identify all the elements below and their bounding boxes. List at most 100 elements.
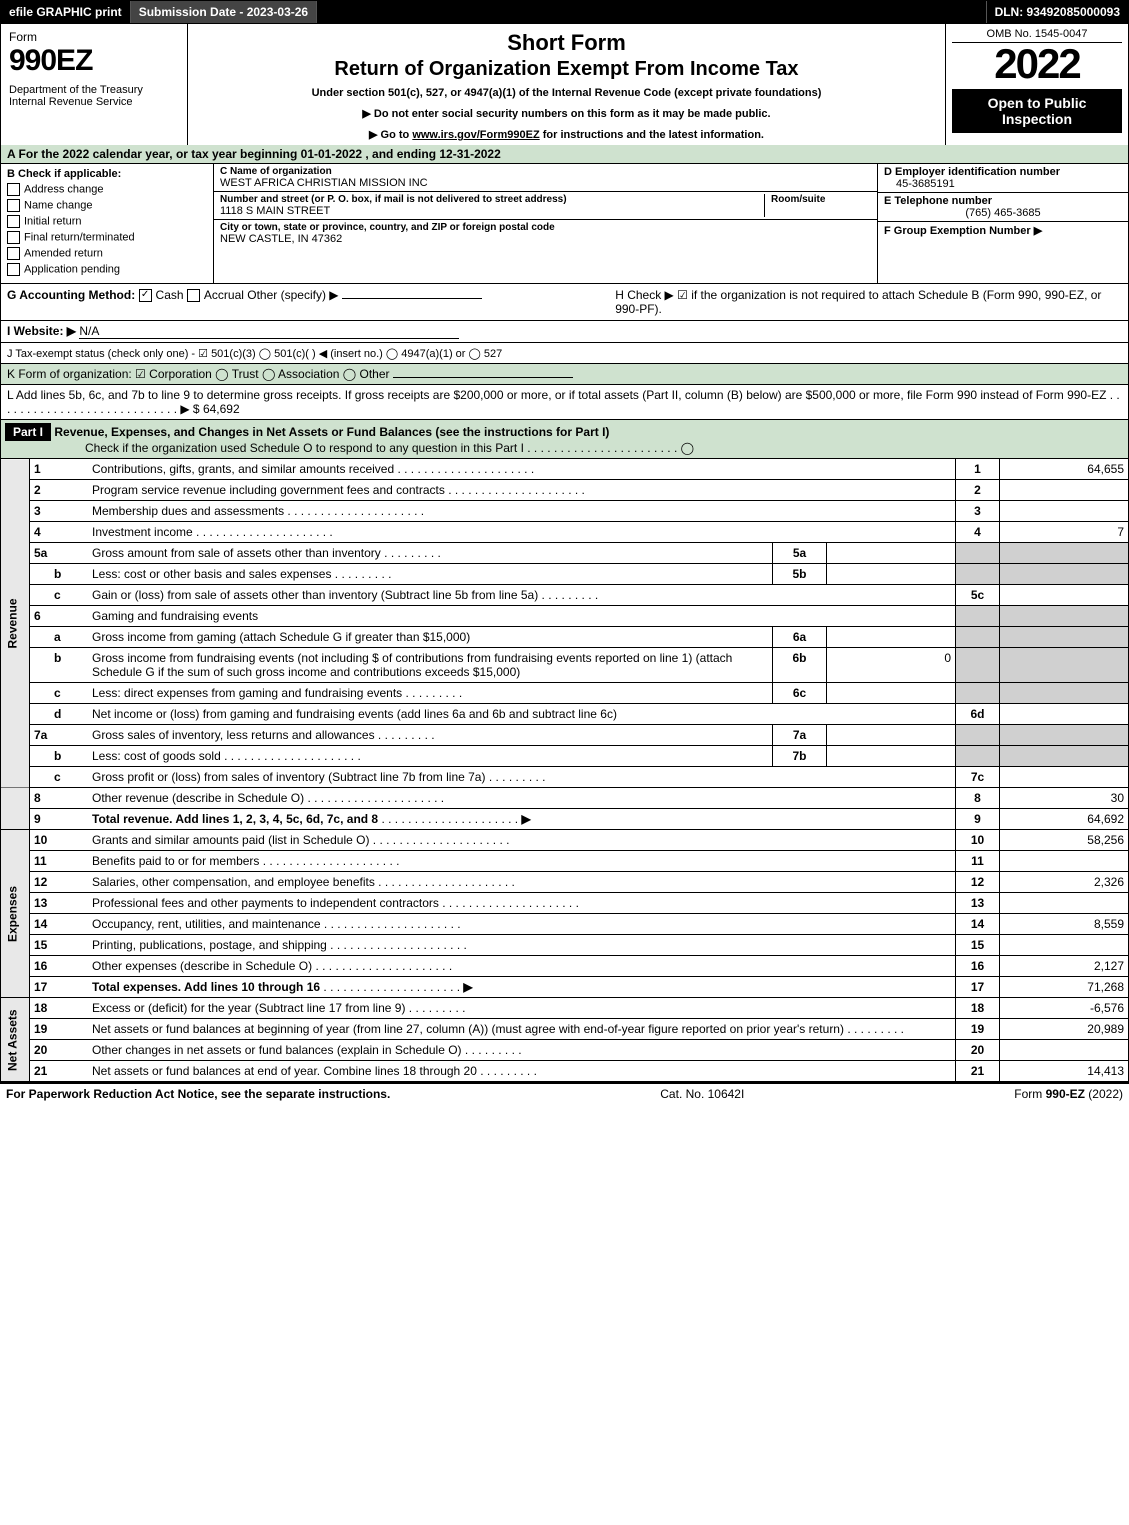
- chk-accrual[interactable]: [187, 289, 200, 302]
- l21-desc: Net assets or fund balances at end of ye…: [92, 1064, 477, 1078]
- k-text: K Form of organization: ☑ Corporation ◯ …: [7, 367, 390, 381]
- instr2-pre: ▶ Go to: [369, 129, 412, 141]
- l14-box: 14: [956, 914, 1000, 935]
- part-i-check: Check if the organization used Schedule …: [5, 441, 1124, 455]
- l10-box: 10: [956, 830, 1000, 851]
- l5c-box: 5c: [956, 585, 1000, 606]
- irs-link[interactable]: www.irs.gov/Form990EZ: [412, 129, 539, 141]
- chk-address[interactable]: [7, 183, 20, 196]
- l6-desc: Gaming and fundraising events: [88, 606, 956, 627]
- l18-box: 18: [956, 998, 1000, 1019]
- l3-val: [1000, 501, 1129, 522]
- i-label: I Website: ▶: [7, 324, 76, 338]
- l19-box: 19: [956, 1019, 1000, 1040]
- b-item-0: Address change: [24, 183, 104, 195]
- l15-val: [1000, 935, 1129, 956]
- l6a-num: a: [30, 627, 89, 648]
- l7b-desc: Less: cost of goods sold: [92, 749, 221, 763]
- chk-final[interactable]: [7, 231, 20, 244]
- l16-val: 2,127: [1000, 956, 1129, 977]
- dln-label: DLN: 93492085000093: [987, 1, 1128, 23]
- l2-val: [1000, 480, 1129, 501]
- l9-val: 64,692: [1000, 809, 1129, 830]
- l3-box: 3: [956, 501, 1000, 522]
- part-i-tag: Part I: [5, 423, 51, 441]
- l5a-subval: [827, 543, 956, 564]
- l19-desc: Net assets or fund balances at beginning…: [92, 1022, 844, 1036]
- l17-desc: Total expenses. Add lines 10 through 16: [92, 980, 320, 994]
- part-i-table: Revenue 1 Contributions, gifts, grants, …: [0, 459, 1129, 1082]
- revenue-side-label: Revenue: [1, 459, 30, 788]
- section-c: C Name of organization WEST AFRICA CHRIS…: [214, 164, 877, 283]
- l21-num: 21: [30, 1061, 89, 1082]
- l-value: 64,692: [203, 402, 240, 416]
- header-right: OMB No. 1545-0047 2022 Open to Public In…: [946, 24, 1128, 145]
- l5a-gval: [1000, 543, 1129, 564]
- f-label: F Group Exemption Number ▶: [884, 225, 1042, 237]
- topbar-spacer: [317, 1, 986, 23]
- l7b-num: b: [30, 746, 89, 767]
- form-number: 990EZ: [9, 44, 179, 78]
- l10-val: 58,256: [1000, 830, 1129, 851]
- org-street: 1118 S MAIN STREET: [220, 205, 764, 217]
- chk-amended[interactable]: [7, 247, 20, 260]
- l7b-subval: [827, 746, 956, 767]
- l7a-subval: [827, 725, 956, 746]
- l9-box: 9: [956, 809, 1000, 830]
- chk-pending[interactable]: [7, 263, 20, 276]
- l16-num: 16: [30, 956, 89, 977]
- tax-year: 2022: [952, 43, 1122, 85]
- header-center: Short Form Return of Organization Exempt…: [188, 24, 946, 145]
- row-l: L Add lines 5b, 6c, and 7b to line 9 to …: [0, 385, 1129, 420]
- l8-desc: Other revenue (describe in Schedule O): [92, 791, 304, 805]
- ein-value: 45-3685191: [884, 178, 1122, 190]
- l6a-sub: 6a: [773, 627, 827, 648]
- l6a-gbox: [956, 627, 1000, 648]
- l16-box: 16: [956, 956, 1000, 977]
- l11-val: [1000, 851, 1129, 872]
- c-street-label: Number and street (or P. O. box, if mail…: [220, 194, 764, 205]
- l7a-gbox: [956, 725, 1000, 746]
- l17-val: 71,268: [1000, 977, 1129, 998]
- l6b-num: b: [30, 648, 89, 683]
- l6c-num: c: [30, 683, 89, 704]
- l11-box: 11: [956, 851, 1000, 872]
- row-j: J Tax-exempt status (check only one) - ☑…: [0, 343, 1129, 364]
- header-left: Form 990EZ Department of the Treasury In…: [1, 24, 188, 145]
- section-h: H Check ▶ ☑ if the organization is not r…: [615, 288, 1122, 316]
- l6d-desc: Net income or (loss) from gaming and fun…: [92, 707, 617, 721]
- l16-desc: Other expenses (describe in Schedule O): [92, 959, 312, 973]
- l17-box: 17: [956, 977, 1000, 998]
- l20-num: 20: [30, 1040, 89, 1061]
- b-item-1: Name change: [24, 199, 93, 211]
- chk-name[interactable]: [7, 199, 20, 212]
- department-label: Department of the Treasury Internal Reve…: [9, 84, 179, 108]
- l8-num: 8: [30, 788, 89, 809]
- l6c-gbox: [956, 683, 1000, 704]
- chk-initial[interactable]: [7, 215, 20, 228]
- l2-desc: Program service revenue including govern…: [92, 483, 445, 497]
- chk-cash[interactable]: ✓: [139, 289, 152, 302]
- l4-val: 7: [1000, 522, 1129, 543]
- l7b-sub: 7b: [773, 746, 827, 767]
- l7c-val: [1000, 767, 1129, 788]
- l6b-desc: Gross income from fundraising events (no…: [92, 651, 732, 679]
- l13-box: 13: [956, 893, 1000, 914]
- instr2-post: for instructions and the latest informat…: [540, 129, 764, 141]
- l4-desc: Investment income: [92, 525, 193, 539]
- l18-desc: Excess or (deficit) for the year (Subtra…: [92, 1001, 405, 1015]
- netassets-side-label: Net Assets: [1, 998, 30, 1082]
- l5b-subval: [827, 564, 956, 585]
- l10-desc: Grants and similar amounts paid (list in…: [92, 833, 369, 847]
- l5b-gbox: [956, 564, 1000, 585]
- l20-box: 20: [956, 1040, 1000, 1061]
- l5a-gbox: [956, 543, 1000, 564]
- form-title-main: Return of Organization Exempt From Incom…: [196, 58, 937, 81]
- c-room-label: Room/suite: [771, 194, 871, 205]
- l9-desc: Total revenue. Add lines 1, 2, 3, 4, 5c,…: [92, 812, 378, 826]
- page-footer: For Paperwork Reduction Act Notice, see …: [0, 1082, 1129, 1104]
- efile-label[interactable]: efile GRAPHIC print: [1, 1, 131, 23]
- l7b-gbox: [956, 746, 1000, 767]
- l6-gbox: [956, 606, 1000, 627]
- l6c-sub: 6c: [773, 683, 827, 704]
